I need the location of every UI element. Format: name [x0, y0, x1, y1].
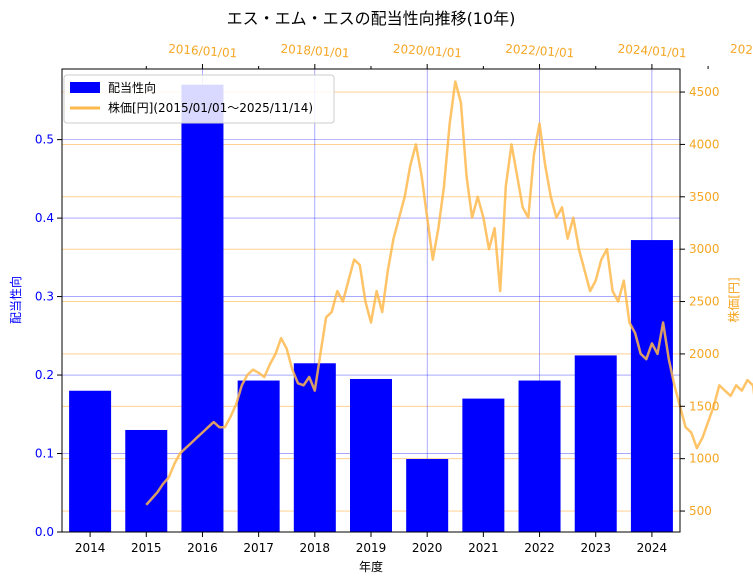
left-tick-label: 0.3	[35, 290, 54, 304]
right-tick-label: 1000	[689, 452, 720, 466]
x-tick-label: 2015	[131, 541, 162, 555]
top-tick-label: 2016/01/01	[168, 42, 238, 61]
right-tick-label: 500	[689, 504, 712, 518]
top-tick-label: 2026/01/01	[730, 42, 753, 61]
top-tick-label: 2018/01/01	[280, 42, 350, 61]
bar	[350, 378, 392, 532]
bar	[69, 390, 112, 532]
left-axis-ticks: 0.0 0.1 0.2 0.3 0.4 0.5	[35, 133, 62, 539]
bar-series	[69, 84, 673, 532]
x-tick-label: 2022	[524, 541, 555, 555]
right-tick-label: 2000	[689, 347, 720, 361]
legend-box	[63, 74, 335, 124]
top-tick-label: 2020/01/01	[392, 42, 462, 61]
top-axis-ticks: 2016/01/01 2018/01/01 2020/01/01 2022/01/01…	[145, 42, 753, 69]
left-tick-label: 0.5	[35, 133, 54, 147]
right-tick-label: 1500	[689, 399, 720, 413]
bar	[574, 355, 617, 532]
left-tick-label: 0.4	[35, 211, 54, 225]
x-tick-label: 2023	[580, 541, 611, 555]
left-tick-label: 0.1	[35, 447, 54, 461]
legend: 配当性向 株価[円](2015/01/01～2025/11/14)	[63, 74, 335, 124]
bar	[406, 459, 449, 532]
legend-line-label: 株価[円](2015/01/01～2025/11/14)	[108, 100, 313, 115]
top-tick-label: 2022/01/01	[505, 42, 575, 61]
right-tick-label: 4500	[689, 85, 720, 99]
bar	[462, 398, 505, 532]
bar	[630, 240, 673, 532]
x-tick-label: 2024	[637, 541, 668, 555]
x-tick-label: 2021	[468, 541, 499, 555]
left-tick-label: 0.2	[35, 368, 54, 382]
right-tick-label: 3500	[689, 190, 720, 204]
top-tick-label: 2024/01/01	[617, 42, 687, 61]
right-tick-label: 3000	[689, 242, 720, 256]
x-axis-ticks: 2014 2015 2016 2017 2018 2019 2020 2021 2022 2023…	[75, 532, 667, 555]
bar	[518, 380, 561, 532]
x-tick-label: 2019	[356, 541, 387, 555]
right-tick-label: 4000	[689, 137, 720, 151]
x-tick-label: 2018	[300, 541, 331, 555]
bar	[237, 380, 280, 532]
x-axis-label: 年度	[359, 559, 383, 574]
left-tick-label: 0.0	[35, 525, 54, 539]
right-axis-ticks: 500 1000 1500 2000 2500 3000 3500 4000 4500	[680, 85, 720, 518]
legend-bar-label: 配当性向	[108, 80, 156, 95]
price-line	[145, 80, 753, 506]
x-tick-label: 2016	[187, 541, 218, 555]
x-tick-label: 2020	[412, 541, 443, 555]
price-line-series	[145, 80, 753, 506]
chart-title: エス・エム・エスの配当性向推移(10年)	[227, 9, 516, 28]
left-axis-label: 配当性向	[8, 276, 23, 324]
bar	[125, 429, 168, 532]
x-tick-label: 2017	[243, 541, 274, 555]
right-axis-label: 株価[円]	[726, 277, 741, 322]
legend-bar-swatch	[70, 82, 100, 93]
bar	[181, 84, 224, 532]
x-tick-label: 2014	[75, 541, 106, 555]
right-tick-label: 2500	[689, 295, 720, 309]
